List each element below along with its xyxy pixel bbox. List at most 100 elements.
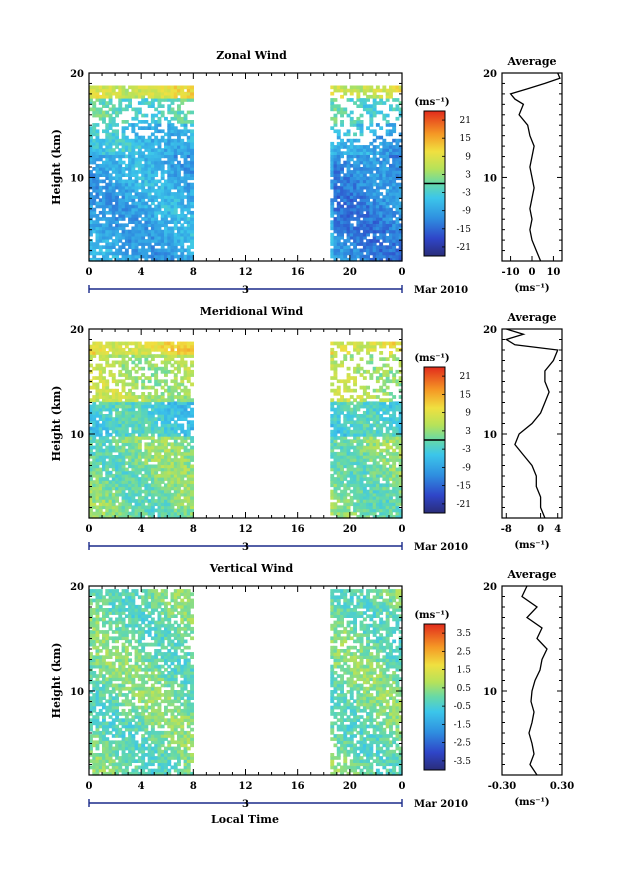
heatmap-cell bbox=[164, 214, 168, 218]
heatmap-cell bbox=[115, 223, 119, 228]
heatmap-cell bbox=[98, 347, 103, 352]
heatmap-cell bbox=[392, 85, 397, 90]
heatmap-cell bbox=[336, 363, 341, 368]
heatmap-cell bbox=[375, 420, 380, 424]
heatmap-cell bbox=[108, 489, 113, 494]
heatmap-cell bbox=[372, 192, 377, 196]
heatmap-cell bbox=[105, 198, 110, 202]
heatmap-cell bbox=[160, 242, 165, 246]
heatmap-cell bbox=[118, 235, 123, 240]
heatmap-cell bbox=[340, 107, 344, 112]
heatmap-cell bbox=[356, 426, 361, 431]
heatmap-cell bbox=[366, 495, 370, 500]
heatmap-cell bbox=[128, 141, 132, 146]
heatmap-cell bbox=[124, 214, 129, 218]
heatmap-cell bbox=[343, 458, 348, 462]
heatmap-cell bbox=[137, 448, 142, 453]
heatmap-cell bbox=[353, 167, 357, 171]
heatmap-cell bbox=[398, 223, 403, 228]
heatmap-cell bbox=[186, 239, 191, 243]
heatmap-cell bbox=[183, 455, 188, 459]
heatmap-cell bbox=[183, 398, 188, 403]
heatmap-cell bbox=[118, 417, 123, 421]
heatmap-cell bbox=[366, 245, 370, 249]
heatmap-cell bbox=[131, 107, 136, 112]
heatmap-cell bbox=[134, 151, 139, 155]
heatmap-cell bbox=[330, 423, 335, 428]
heatmap-cell bbox=[190, 508, 194, 513]
heatmap-cell bbox=[369, 395, 374, 399]
y-tick-label: 10 bbox=[70, 430, 84, 441]
heatmap-cell bbox=[147, 514, 152, 519]
heatmap-cell bbox=[115, 192, 119, 196]
heatmap-cell bbox=[160, 442, 165, 447]
heatmap-cell bbox=[362, 217, 367, 221]
heatmap-cell bbox=[150, 398, 155, 403]
heatmap-cell bbox=[147, 473, 152, 478]
heatmap-cell bbox=[131, 226, 136, 231]
heatmap-cell bbox=[186, 223, 191, 228]
heatmap-cell bbox=[150, 254, 155, 259]
heatmap-cell bbox=[105, 508, 110, 513]
heatmap-cell bbox=[115, 347, 119, 352]
heatmap-cell bbox=[379, 94, 384, 99]
heatmap-cell bbox=[98, 185, 103, 190]
heatmap-cell bbox=[167, 123, 172, 127]
heatmap-cell bbox=[167, 429, 172, 434]
heatmap-cell bbox=[343, 223, 348, 228]
heatmap-cell bbox=[372, 477, 377, 481]
heatmap-cell bbox=[167, 360, 172, 365]
heatmap-cell bbox=[372, 369, 377, 374]
heatmap-cell bbox=[147, 157, 152, 162]
heatmap-cell bbox=[353, 470, 357, 475]
heatmap-cell bbox=[124, 467, 129, 472]
heatmap-cell bbox=[118, 464, 123, 469]
heatmap-cell bbox=[111, 188, 116, 193]
heatmap-cell bbox=[154, 192, 159, 196]
heatmap-cell bbox=[356, 163, 361, 168]
heatmap-cell bbox=[375, 401, 380, 406]
heatmap-cell bbox=[369, 113, 374, 118]
heatmap-cell bbox=[144, 511, 149, 516]
heatmap-cell bbox=[108, 508, 113, 513]
heatmap-cell bbox=[186, 354, 191, 358]
heatmap-cell bbox=[144, 401, 149, 406]
heatmap-cell bbox=[180, 442, 185, 447]
heatmap-cell bbox=[147, 499, 152, 503]
heatmap-cell bbox=[177, 145, 181, 149]
heatmap-cell bbox=[389, 235, 393, 240]
heatmap-cell bbox=[115, 138, 119, 143]
heatmap-cell bbox=[98, 436, 103, 440]
heatmap-cell bbox=[157, 101, 162, 105]
heatmap-cell bbox=[108, 141, 113, 146]
heatmap-cell bbox=[131, 458, 136, 462]
heatmap-cell bbox=[144, 404, 149, 409]
heatmap-cell bbox=[102, 217, 106, 221]
heatmap-cell bbox=[395, 251, 400, 256]
heatmap-cell bbox=[392, 123, 397, 127]
heatmap-cell bbox=[92, 455, 97, 459]
heatmap-cell bbox=[340, 254, 344, 259]
heatmap-cell bbox=[98, 251, 103, 256]
heatmap-cell bbox=[375, 101, 380, 105]
heatmap-cell bbox=[366, 344, 370, 349]
heatmap-cell bbox=[160, 410, 165, 415]
heatmap-cell bbox=[186, 448, 191, 453]
heatmap-cell bbox=[160, 176, 165, 181]
heatmap-cell bbox=[395, 242, 400, 246]
heatmap-cell bbox=[395, 188, 400, 193]
heatmap-cell bbox=[137, 126, 142, 130]
heatmap-cell bbox=[382, 436, 387, 440]
heatmap-cell bbox=[385, 429, 390, 434]
x-tick-label: 8 bbox=[190, 267, 197, 278]
heatmap-cell bbox=[330, 451, 335, 456]
heatmap-cell bbox=[98, 404, 103, 409]
heatmap-cell bbox=[98, 477, 103, 481]
heatmap-cell bbox=[150, 195, 155, 199]
heatmap-cell bbox=[356, 486, 361, 491]
heatmap-cell bbox=[190, 423, 194, 428]
heatmap-cell bbox=[118, 477, 123, 481]
heatmap-cell bbox=[121, 410, 126, 415]
heatmap-cell bbox=[173, 157, 178, 162]
heatmap-cell bbox=[164, 458, 168, 462]
